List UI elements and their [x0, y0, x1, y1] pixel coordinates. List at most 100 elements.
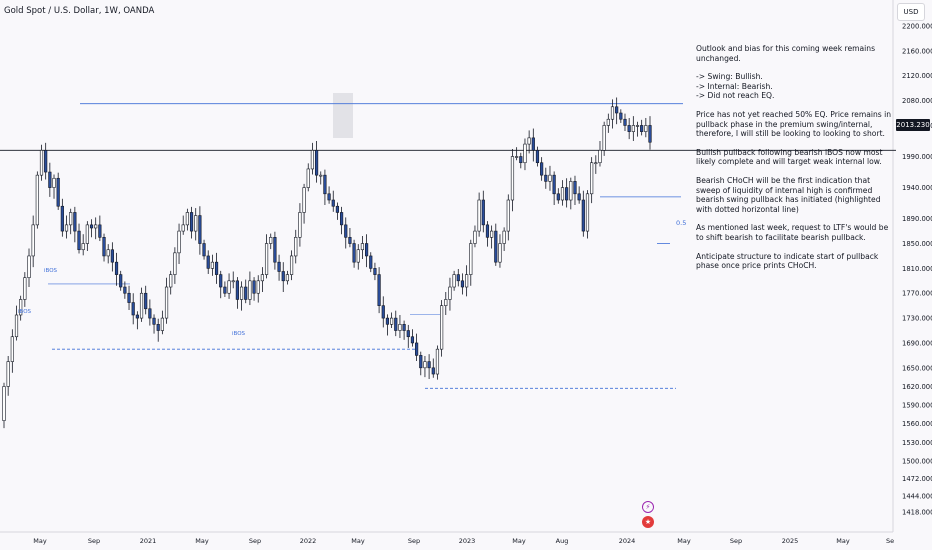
candle-body — [164, 286, 169, 319]
note-structure: Anticipate structure to indicate start o… — [696, 251, 879, 271]
time-tick-label: 2024 — [619, 537, 636, 545]
candle-body — [477, 199, 481, 232]
candle-body — [48, 171, 52, 188]
candle-body — [365, 243, 369, 257]
candle-body — [31, 224, 35, 257]
candle-body — [423, 361, 427, 369]
candle-body — [385, 317, 390, 325]
time-tick-label: May — [351, 537, 365, 545]
candle-body — [135, 314, 139, 319]
candle-body — [44, 149, 48, 173]
candle-body — [494, 230, 498, 263]
candle-body — [448, 286, 452, 300]
ibos-label-2: iBOS — [18, 309, 32, 315]
time-tick-label: May — [195, 537, 209, 545]
price-tick-label: 2160.000 — [902, 47, 932, 55]
candle-body — [94, 224, 98, 229]
candle-body — [548, 174, 552, 182]
candle-body — [460, 280, 465, 288]
candle-body — [81, 243, 85, 251]
candle-body — [264, 243, 269, 275]
price-tick-label: 1990.000 — [902, 153, 932, 161]
price-tick-label: 2080.000 — [902, 97, 932, 105]
earnings-event-icon[interactable]: ⚡ — [642, 501, 654, 513]
candle-body — [239, 286, 244, 300]
candle-body — [244, 286, 248, 300]
candle-body — [481, 199, 485, 226]
candle-body — [402, 324, 406, 331]
candle-body — [644, 125, 648, 132]
candle-body — [627, 125, 631, 132]
candle-body — [635, 125, 640, 127]
candle-body — [648, 125, 652, 143]
candle-body — [110, 249, 114, 263]
candle-body — [194, 215, 198, 232]
candle-body — [285, 274, 289, 282]
candle-body — [327, 193, 331, 201]
candle-body — [581, 199, 585, 232]
candle-body — [173, 252, 177, 275]
candle-body — [498, 243, 502, 263]
candle-body — [277, 261, 281, 272]
candle-body — [406, 330, 410, 338]
price-tick-label: 1770.000 — [902, 290, 932, 298]
candle-body — [248, 280, 252, 300]
price-axis-labels: 2200.0002160.0002120.0002080.0002040.000… — [902, 23, 932, 517]
candle-body — [506, 199, 510, 232]
time-tick-label: Se — [886, 537, 894, 545]
candle-body — [331, 199, 335, 207]
time-tick-label: 2021 — [140, 537, 157, 545]
candle-body — [131, 302, 135, 316]
candle-body — [219, 274, 223, 288]
note-eq: Price has not yet reached 50% EQ. Price … — [696, 109, 892, 139]
candle-body — [102, 237, 106, 257]
price-tick-label: 1620.000 — [902, 383, 932, 391]
candle-body — [302, 187, 306, 213]
note-outlook: Outlook and bias for this coming week re… — [696, 44, 876, 63]
candle-body — [585, 193, 590, 232]
candle-body — [565, 187, 569, 201]
candle-body — [381, 305, 385, 319]
candle-body — [298, 212, 302, 238]
candle-body — [77, 230, 81, 251]
candle-body — [214, 261, 219, 275]
structure-levels — [0, 103, 896, 389]
price-tick-label: 1850.000 — [902, 240, 932, 248]
candle-body — [390, 317, 394, 325]
us-flag-event-icon[interactable]: ★ — [642, 516, 654, 528]
candle-body — [469, 243, 473, 275]
candle-body — [540, 162, 544, 176]
candle-body — [356, 249, 360, 263]
candle-body — [160, 317, 164, 331]
candle-body — [631, 125, 635, 132]
candle-body — [64, 224, 69, 232]
candle-body — [56, 177, 60, 207]
candle-body — [485, 224, 490, 238]
candle-body — [210, 261, 214, 269]
time-tick-label: 2022 — [300, 537, 317, 545]
candle-body — [569, 181, 573, 201]
candle-body — [335, 205, 340, 213]
candle-body — [39, 149, 44, 176]
candle-body — [323, 174, 327, 195]
candle-body — [181, 224, 185, 232]
ibos-label-1: iBOS — [44, 268, 58, 274]
candle-body — [114, 261, 119, 275]
candle-body — [531, 137, 535, 151]
currency-button[interactable]: USD — [897, 3, 925, 21]
candle-body — [156, 324, 160, 331]
candle-body — [198, 215, 202, 244]
candle-body — [119, 274, 123, 288]
candle-body — [594, 162, 598, 165]
candle-body — [289, 255, 294, 275]
candle-body — [252, 280, 256, 294]
candle-body — [348, 237, 352, 244]
candle-body — [273, 237, 277, 263]
candle-body — [473, 230, 477, 244]
candle-body — [98, 224, 102, 238]
note-bias-list: -> Swing: Bullish. -> Internal: Bearish.… — [696, 72, 775, 101]
candle-body — [73, 212, 77, 232]
candle-body — [14, 314, 19, 338]
candle-body — [519, 156, 523, 164]
